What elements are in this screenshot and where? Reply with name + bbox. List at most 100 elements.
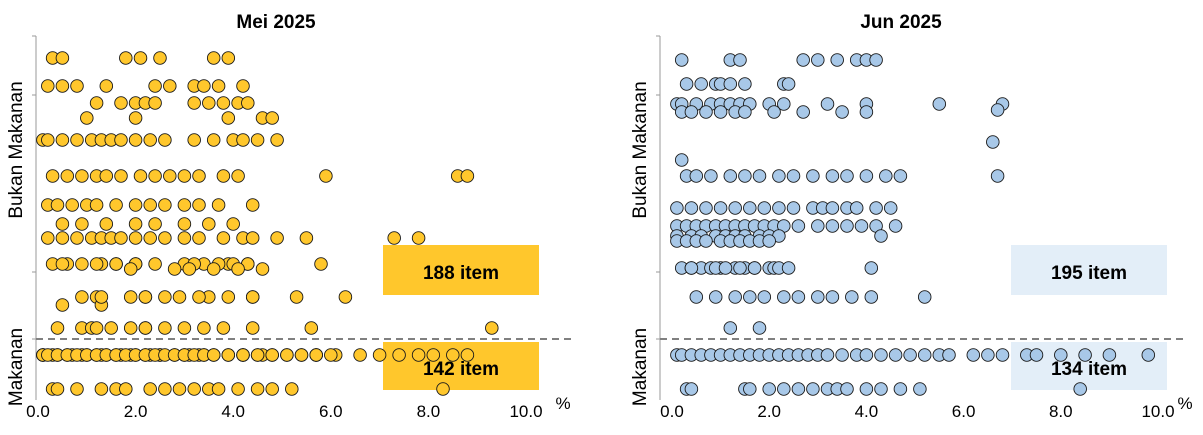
data-point — [128, 111, 143, 125]
data-point — [485, 321, 499, 335]
data-point — [713, 105, 728, 119]
data-point — [713, 201, 728, 215]
data-point — [684, 261, 699, 275]
data-point — [143, 133, 157, 147]
x-tick-label: 10.0 — [509, 402, 542, 421]
data-point — [699, 234, 713, 248]
data-point — [772, 169, 786, 183]
data-point — [304, 321, 319, 335]
data-point — [830, 53, 844, 67]
data-point — [893, 382, 908, 396]
data-point — [50, 382, 65, 396]
data-point — [119, 51, 133, 65]
data-point — [50, 321, 65, 335]
data-point — [255, 262, 270, 276]
data-point — [197, 79, 211, 93]
data-point — [182, 262, 197, 276]
x-tick-label: 0.0 — [26, 402, 50, 421]
data-point — [138, 321, 153, 335]
data-point — [840, 219, 854, 233]
data-point — [158, 382, 172, 396]
data-point — [767, 105, 781, 119]
data-point — [986, 135, 1000, 149]
data-point — [192, 290, 206, 304]
data-point — [148, 217, 162, 231]
data-point — [674, 53, 689, 67]
data-point — [995, 348, 1010, 362]
data-point — [75, 169, 89, 183]
data-point — [211, 382, 226, 396]
data-point — [411, 231, 426, 245]
data-point — [684, 382, 699, 396]
data-point — [874, 348, 888, 362]
data-point — [728, 201, 742, 215]
data-point — [250, 133, 265, 147]
data-point — [89, 96, 104, 110]
y-group-label: Bukan Makanan — [630, 81, 651, 218]
data-point — [699, 201, 713, 215]
data-point — [128, 231, 143, 245]
item-count-label: 195 item — [1051, 263, 1127, 284]
data-point — [250, 348, 265, 362]
data-point — [41, 133, 55, 147]
data-point — [285, 382, 299, 396]
data-point — [684, 105, 699, 119]
data-point — [791, 219, 806, 233]
data-point — [888, 348, 903, 362]
data-point — [387, 231, 401, 245]
data-point — [747, 261, 762, 275]
data-point — [148, 79, 162, 93]
data-point — [820, 348, 835, 362]
data-point — [309, 348, 323, 362]
data-point — [99, 169, 114, 183]
data-point — [143, 198, 157, 212]
data-point — [109, 198, 123, 212]
data-point — [158, 198, 172, 212]
data-point — [694, 77, 708, 91]
data-point — [752, 169, 767, 183]
data-point — [869, 53, 883, 67]
data-point — [689, 169, 704, 183]
data-point — [781, 77, 796, 91]
x-tick-label: 10.0 — [1141, 402, 1174, 421]
data-point — [786, 201, 801, 215]
data-point — [221, 51, 236, 65]
data-point — [158, 133, 172, 147]
data-point — [684, 201, 699, 215]
data-point — [825, 290, 840, 304]
data-point — [1029, 348, 1044, 362]
data-point — [55, 231, 70, 245]
data-point — [123, 262, 138, 276]
data-point — [811, 219, 825, 233]
data-point — [738, 105, 752, 119]
data-point — [392, 348, 406, 362]
data-point — [265, 382, 279, 396]
data-point — [679, 77, 694, 91]
data-point — [216, 96, 231, 110]
data-point — [762, 234, 776, 248]
data-point — [723, 169, 738, 183]
data-point — [835, 105, 849, 119]
data-point — [158, 321, 172, 335]
data-point — [94, 382, 109, 396]
data-point — [89, 198, 104, 212]
data-point — [718, 261, 733, 275]
data-point — [353, 348, 367, 362]
data-point — [1102, 348, 1117, 362]
data-point — [879, 169, 893, 183]
y-group-label: Makanan — [630, 328, 651, 406]
data-point — [324, 348, 338, 362]
data-point — [128, 217, 143, 231]
data-point — [75, 290, 89, 304]
data-point — [791, 290, 806, 304]
data-point — [226, 217, 240, 231]
data-point — [777, 382, 791, 396]
data-point — [192, 169, 206, 183]
data-point — [840, 169, 854, 183]
data-point — [55, 298, 70, 312]
data-point — [460, 169, 475, 183]
data-point — [820, 97, 835, 111]
data-point — [216, 169, 231, 183]
data-point — [270, 231, 284, 245]
data-point — [192, 198, 206, 212]
